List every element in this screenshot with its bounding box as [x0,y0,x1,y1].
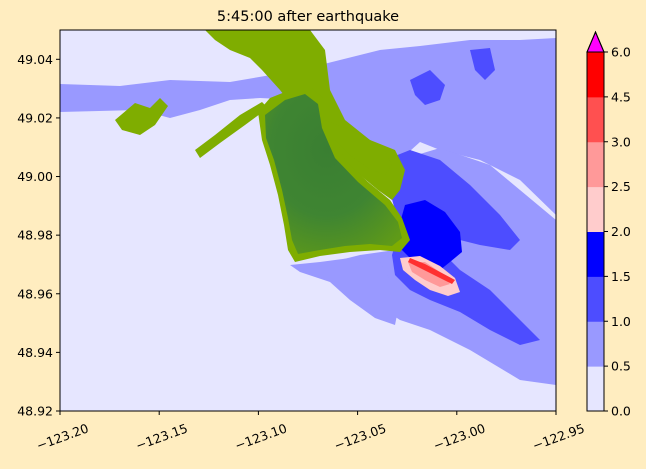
y-tick-label: 48.94 [17,345,53,360]
colorbar-tick-label: 1.5 [611,269,631,284]
colorbar-segment [587,231,604,277]
colorbar-segment [587,96,604,143]
wave-zone-red [408,258,455,284]
water-band-10-north-patch [410,70,445,105]
colorbar-tick-label: 2.5 [611,179,631,194]
land-peninsula-interior [265,94,402,254]
colorbar-frame [586,30,605,412]
colorbar-tick-label: 0.5 [611,359,631,374]
x-tick-label: −122.95 [530,420,586,453]
colorbar-segment [587,141,604,188]
y-tick-label: 48.92 [17,404,53,419]
colorbar-segment [587,321,604,367]
chart-title: 5:45:00 after earthquake [217,9,399,25]
colorbar-tick-label: 2.0 [611,224,631,239]
x-tick-label: −123.15 [134,420,190,453]
y-tick-label: 48.96 [17,286,53,301]
water-band-10-plume [385,150,540,345]
water-band-05-south [290,258,400,325]
x-tick-label: −123.10 [233,420,289,453]
land-spit-causeway [195,102,268,158]
y-tick-label: 49.00 [17,169,53,184]
plot-area [60,30,556,411]
water-band-15 [398,200,462,270]
wave-zone-salmon [408,262,450,287]
water-band-10-east-patch [470,48,495,80]
colorbar-extend-arrow [586,30,605,53]
plot-frame [59,29,557,412]
x-tick-label: −123.20 [34,420,90,453]
land-spit-west [115,98,168,135]
colorbar: 0.0 0.5 1.0 1.5 2.0 2.5 3.0 4.5 6.0 [586,30,631,419]
y-tick-label: 49.02 [17,110,53,125]
x-axis: −123.20 −123.15 −123.10 −123.05 −123.00 −122.… [34,411,587,453]
colorbar-tick-label: 0.0 [611,404,631,419]
land-east-shore [325,120,392,175]
colorbar-tick-label: 4.5 [611,89,631,104]
colorbar-tick-label: 6.0 [611,45,631,60]
colorbar-tick-label: 1.0 [611,314,631,329]
y-axis: 48.92 48.94 48.96 48.98 49.00 49.02 49.04 [17,52,60,419]
x-tick-label: −123.00 [431,420,487,453]
colorbar-segment [587,186,604,232]
y-tick-label: 48.98 [17,228,53,243]
colorbar-segment [587,276,604,322]
colorbar-tick-label: 3.0 [611,134,631,149]
y-tick-label: 49.04 [17,52,53,67]
colorbar-segment [587,52,604,98]
x-tick-label: −123.05 [332,420,388,453]
colorbar-segment [587,366,604,412]
